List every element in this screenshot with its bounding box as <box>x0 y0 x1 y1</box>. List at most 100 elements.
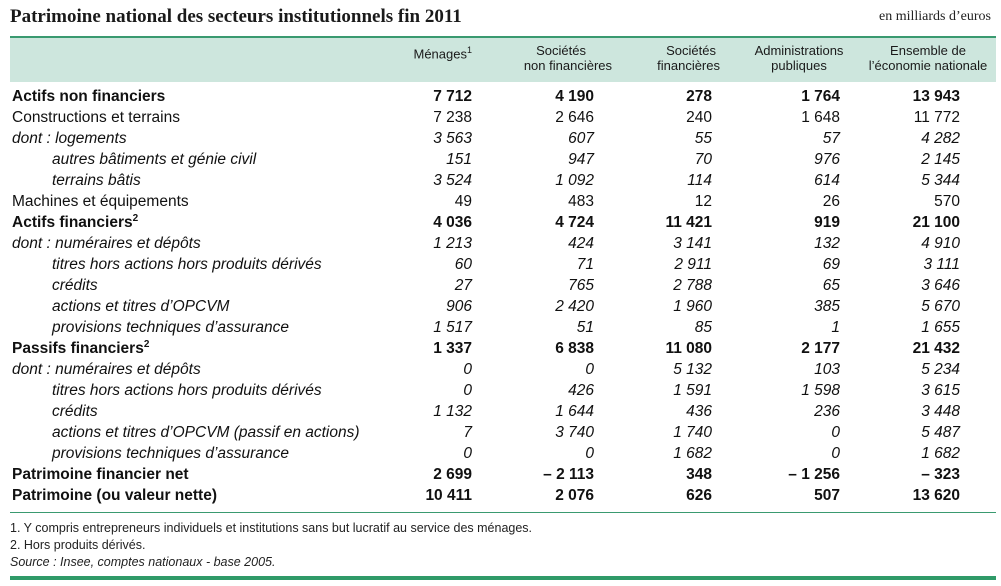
table-cell: 132 <box>814 235 840 252</box>
table-cell: 919 <box>814 214 840 231</box>
table-cell: 3 563 <box>433 130 472 147</box>
table-cell: 114 <box>687 172 712 189</box>
table-cell: 6 838 <box>555 340 594 357</box>
table-cell: 1 591 <box>673 382 712 399</box>
row-label: autres bâtiments et génie civil <box>52 149 256 170</box>
table-cell: 7 <box>463 424 472 441</box>
footnotes: 1. Y compris entrepreneurs individuels e… <box>10 520 532 571</box>
table-row: autres bâtiments et génie civil 151 947 70 9… <box>10 149 996 170</box>
row-label: terrains bâtis <box>52 170 141 191</box>
table-cell: 1 655 <box>921 319 960 336</box>
table-cell: 3 111 <box>923 256 961 273</box>
table-cell: 1 598 <box>801 382 840 399</box>
table-cell: 570 <box>934 193 960 210</box>
table-cell: 3 615 <box>921 382 960 399</box>
table-cell: 240 <box>686 109 712 126</box>
table-cell: 10 411 <box>425 487 472 504</box>
table-cell: 426 <box>568 382 594 399</box>
table-cell: – 1 256 <box>788 466 840 483</box>
row-label: dont : numéraires et dépôts <box>12 359 201 380</box>
row-label: Actifs financiers2 <box>12 212 138 233</box>
row-label-text: dont : numéraires et dépôts <box>12 361 201 378</box>
table-cell: 0 <box>463 382 472 399</box>
table-cell: 12 <box>694 193 712 210</box>
table-cell: 69 <box>822 256 840 273</box>
table-row: provisions techniques d’assurance 1 517 51… <box>10 317 996 338</box>
table-cell: 1 682 <box>921 445 960 462</box>
table-row: Machines et équipements 49 483 12 26 570 <box>10 191 996 212</box>
table-cell: 4 724 <box>555 214 594 231</box>
table-cell: 2 699 <box>433 466 472 483</box>
row-label: Constructions et terrains <box>12 107 180 128</box>
table-cell: 3 740 <box>555 424 594 441</box>
row-label-text: Actifs non financiers <box>12 88 166 105</box>
table-cell: 71 <box>576 256 594 273</box>
row-label-text: autres bâtiments et génie civil <box>52 151 257 168</box>
table-cell: 976 <box>814 151 840 168</box>
table-cell: 0 <box>463 361 472 378</box>
table-row: Actifs financiers2 4 036 4 724 11 421 919 21 … <box>10 212 996 233</box>
table-cell: 348 <box>686 466 712 483</box>
table-cell: 3 524 <box>433 172 472 189</box>
row-label: Machines et équipements <box>12 191 189 212</box>
table-cell: 947 <box>568 151 594 168</box>
column-header-sf: Sociétés financières <box>657 43 720 73</box>
row-label: Patrimoine (ou valeur nette) <box>12 485 217 506</box>
table-cell: 507 <box>814 487 840 504</box>
table-cell: – 323 <box>921 466 960 483</box>
table-cell: 3 646 <box>921 277 960 294</box>
table-cell: 1 337 <box>433 340 472 357</box>
table-cell: 1 213 <box>433 235 472 252</box>
table-cell: 607 <box>568 130 594 147</box>
table-cell: 1 132 <box>433 403 472 420</box>
table-cell: 26 <box>822 193 840 210</box>
table-row: Patrimoine financier net 2 699 – 2 113 348 –… <box>10 464 996 485</box>
column-header-menages: Ménages1 <box>413 45 473 62</box>
table-cell: 1 648 <box>801 109 840 126</box>
table-cell: – 2 113 <box>543 466 594 483</box>
table-cell: 2 911 <box>674 256 712 273</box>
table-cell: 151 <box>446 151 472 168</box>
table-cell: 1 517 <box>433 319 472 336</box>
row-label: Patrimoine financier net <box>12 464 189 485</box>
footnote-marker: 2 <box>143 338 150 350</box>
row-label-text: dont : logements <box>12 130 127 147</box>
table-row: dont : numéraires et dépôts 1 213 424 3 141… <box>10 233 996 254</box>
table-cell: 1 682 <box>673 445 712 462</box>
table-cell: 0 <box>463 445 472 462</box>
table-row: actions et titres d’OPCVM 906 2 420 1 960 38… <box>10 296 996 317</box>
footnote-marker: 2 <box>132 212 139 224</box>
table-header: Ménages1 Sociétés non financières Société… <box>10 38 996 82</box>
table-cell: 103 <box>814 361 840 378</box>
table-cell: 3 141 <box>673 235 712 252</box>
table-cell: 2 646 <box>555 109 594 126</box>
row-label-text: Passifs financiers <box>12 340 144 357</box>
table-cell: 1 740 <box>673 424 712 441</box>
table-cell: 0 <box>831 424 840 441</box>
table-row: titres hors actions hors produits dérivé… <box>10 380 996 401</box>
table-cell: 13 620 <box>912 487 960 504</box>
table-cell: 3 448 <box>921 403 960 420</box>
table-cell: 2 177 <box>801 340 840 357</box>
table-cell: 0 <box>831 445 840 462</box>
row-label-text: Machines et équipements <box>12 193 189 210</box>
row-label: actions et titres d’OPCVM (passif en act… <box>52 422 360 443</box>
table-cell: 21 100 <box>912 214 960 231</box>
row-label-text: terrains bâtis <box>52 172 141 189</box>
table-cell: 2 145 <box>921 151 960 168</box>
row-label-text: crédits <box>52 277 98 294</box>
table-cell: 5 487 <box>921 424 960 441</box>
column-header-apu: Administrations publiques <box>754 43 844 73</box>
table-cell: 11 772 <box>913 109 960 126</box>
table-cell: 7 712 <box>433 88 472 105</box>
bottom-rule <box>10 576 996 580</box>
table-cell: 60 <box>454 256 472 273</box>
table-cell: 4 036 <box>433 214 472 231</box>
table-cell: 5 234 <box>921 361 960 378</box>
table-row: provisions techniques d’assurance 0 0 1 682… <box>10 443 996 464</box>
table-cell: 385 <box>814 298 840 315</box>
table-cell: 436 <box>686 403 712 420</box>
table-cell: 483 <box>568 193 594 210</box>
table-body: Actifs non financiers 7 712 4 190 278 1 764 1… <box>10 86 996 506</box>
table-cell: 4 282 <box>921 130 960 147</box>
